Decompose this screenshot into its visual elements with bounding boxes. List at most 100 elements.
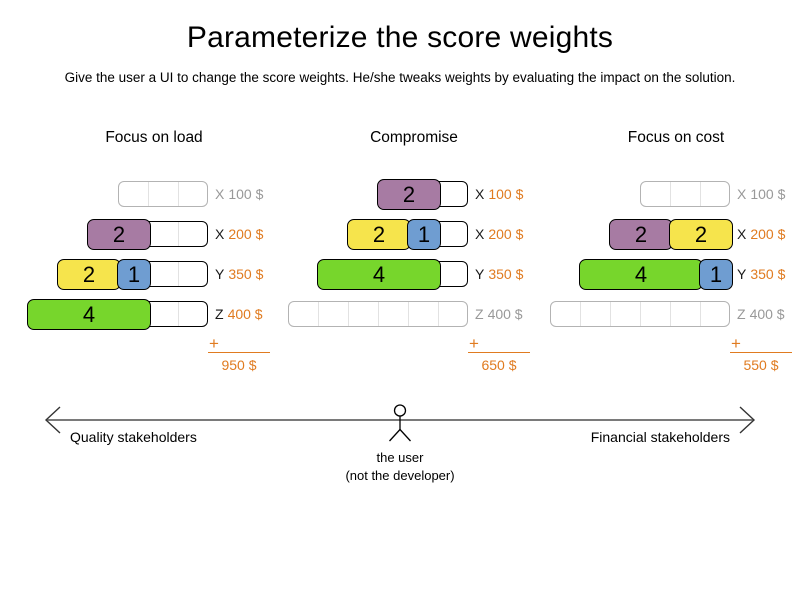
weight-block: 2 xyxy=(87,219,151,250)
row-label: X 200 $ xyxy=(215,226,263,242)
weight-row: X 100 $ xyxy=(28,181,263,207)
row-unit-label: X xyxy=(737,186,747,202)
weight-block: 4 xyxy=(317,259,441,290)
weight-track: 4 xyxy=(27,299,208,330)
weight-block: 2 xyxy=(377,179,441,210)
weight-row: 4 1 Y 350 $ xyxy=(550,259,785,290)
bar-zone xyxy=(550,181,730,207)
weight-block: 1 xyxy=(117,259,151,290)
weight-track xyxy=(550,301,730,327)
row-price-label: 100 $ xyxy=(228,186,264,202)
row-unit-label: X xyxy=(475,186,485,202)
sum-total: 950 $ xyxy=(221,357,257,373)
row-price-label: 400 $ xyxy=(227,306,263,322)
row-price-label: 400 $ xyxy=(487,306,523,322)
row-label: Z 400 $ xyxy=(475,306,523,322)
row-label: X 100 $ xyxy=(475,186,523,202)
financial-stakeholders-label: Financial stakeholders xyxy=(590,429,730,445)
plus-sign: + xyxy=(209,334,219,353)
bar-zone: 2 xyxy=(288,179,468,210)
sum-line xyxy=(208,352,270,353)
weight-block: 2 xyxy=(57,259,121,290)
weight-row: 2 2 X 200 $ xyxy=(550,219,785,250)
row-price-label: 100 $ xyxy=(750,186,786,202)
row-label: X 200 $ xyxy=(475,226,523,242)
row-label: X 100 $ xyxy=(215,186,263,202)
weight-row: Z 400 $ xyxy=(550,301,785,327)
row-unit-label: Z xyxy=(215,306,224,322)
sum-block: +950 $ xyxy=(208,334,270,373)
row-price-label: 200 $ xyxy=(488,226,524,242)
weight-block: 4 xyxy=(27,299,151,330)
stakeholder-axis xyxy=(44,404,756,442)
score-panel: Focus on cost X 100 $2 2 X 200 $4 1 Y 350 $ Z 400 … xyxy=(550,125,800,385)
row-label: X 100 $ xyxy=(737,186,785,202)
sum-total: 550 $ xyxy=(743,357,779,373)
sum-block: +650 $ xyxy=(468,334,530,373)
row-unit-label: Y xyxy=(737,266,747,282)
row-price-label: 200 $ xyxy=(228,226,264,242)
left-arrowhead-icon xyxy=(44,406,61,434)
panel-title: Compromise xyxy=(370,129,458,146)
weight-block: 1 xyxy=(699,259,733,290)
user-actor-icon xyxy=(389,404,411,442)
row-label: Y 350 $ xyxy=(475,266,523,282)
plus-sign: + xyxy=(731,334,741,353)
row-price-label: 350 $ xyxy=(750,266,786,282)
weight-row: 2 X 100 $ xyxy=(288,179,523,210)
weight-block: 2 xyxy=(609,219,673,250)
row-unit-label: X xyxy=(737,226,747,242)
right-arrowhead-icon xyxy=(739,406,756,434)
row-price-label: 350 $ xyxy=(228,266,264,282)
weight-track xyxy=(118,181,208,207)
row-unit-label: Z xyxy=(475,306,484,322)
user-caption-line2: (not the developer) xyxy=(345,468,455,483)
row-price-label: 350 $ xyxy=(488,266,524,282)
sum-line xyxy=(468,352,530,353)
row-unit-label: X xyxy=(475,226,485,242)
weight-row: X 100 $ xyxy=(550,181,785,207)
row-label: X 200 $ xyxy=(737,226,785,242)
row-price-label: 100 $ xyxy=(488,186,524,202)
weight-track: 2 xyxy=(87,219,208,250)
weight-rows: 2 X 100 $2 1 X 200 $4 Y 350 $ Z 400 $ xyxy=(288,179,523,341)
weight-block: 2 xyxy=(669,219,733,250)
weight-block: 1 xyxy=(407,219,441,250)
weight-row: 4 Z 400 $ xyxy=(27,299,263,330)
page-title: Parameterize the score weights xyxy=(186,21,614,54)
weight-block: 4 xyxy=(579,259,703,290)
score-panel: Compromise 2 X 100 $2 1 X 200 $4 Y 350 $ Z 400 $ +6… xyxy=(288,125,540,385)
weight-track xyxy=(288,301,468,327)
weight-row: 2 X 200 $ xyxy=(28,219,263,250)
row-label: Y 350 $ xyxy=(737,266,785,282)
sum-total: 650 $ xyxy=(481,357,517,373)
bar-zone xyxy=(288,301,468,327)
bar-zone: 4 xyxy=(288,259,468,290)
bar-zone: 4 xyxy=(27,299,208,330)
row-unit-label: X xyxy=(215,186,225,202)
weight-rows: X 100 $2 2 X 200 $4 1 Y 350 $ Z 400 $ xyxy=(550,181,785,341)
row-label: Z 400 $ xyxy=(737,306,785,322)
plus-sign: + xyxy=(469,334,479,353)
weight-track xyxy=(640,181,730,207)
row-label: Y 350 $ xyxy=(215,266,263,282)
page-subtitle: Give the user a UI to change the score w… xyxy=(64,70,736,85)
quality-stakeholders-label: Quality stakeholders xyxy=(70,429,197,445)
row-price-label: 400 $ xyxy=(749,306,785,322)
weight-row: 2 1 X 200 $ xyxy=(288,219,523,250)
sum-block: +550 $ xyxy=(730,334,792,373)
weight-block: 2 xyxy=(347,219,411,250)
weight-track: 2 xyxy=(377,179,468,210)
user-caption-line1: the user xyxy=(376,450,424,465)
weight-track: 4 xyxy=(317,259,468,290)
bar-zone: 2 xyxy=(28,219,208,250)
row-unit-label: Z xyxy=(737,306,746,322)
